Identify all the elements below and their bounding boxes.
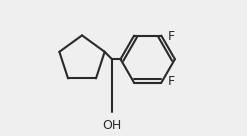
Text: OH: OH	[102, 119, 122, 132]
Text: F: F	[168, 75, 175, 88]
Text: F: F	[168, 30, 175, 44]
